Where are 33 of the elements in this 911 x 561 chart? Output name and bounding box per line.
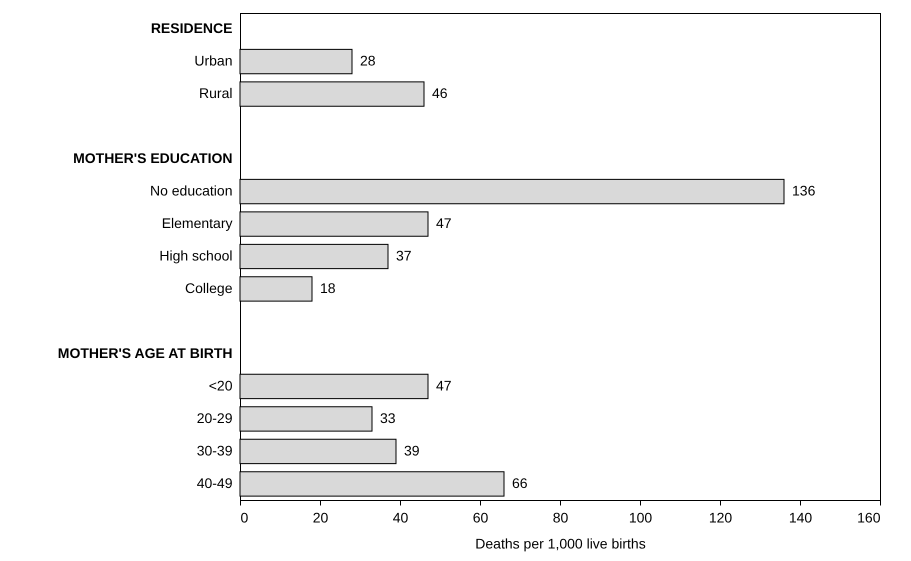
y-tick-label: MOTHER'S AGE AT BIRTH	[58, 344, 232, 361]
y-tick-label: Elementary	[162, 215, 232, 232]
data-label: 66	[512, 474, 528, 491]
y-tick-label: <20	[208, 377, 233, 394]
x-tick-label: 160	[857, 510, 881, 526]
data-label: 18	[320, 280, 336, 296]
x-tick-label: 120	[708, 510, 732, 526]
x-tick-label: 60	[472, 510, 488, 526]
x-tick-label: 80	[552, 510, 568, 526]
y-tick-label: No education	[150, 182, 232, 199]
y-tick-label: Urban	[194, 52, 232, 69]
data-label: 39	[404, 442, 420, 458]
y-tick-label: High school	[159, 248, 232, 264]
data-label: 28	[360, 52, 376, 69]
x-tick-label: 40	[392, 510, 408, 526]
y-tick-label: 20-29	[196, 410, 233, 426]
y-tick-label: 40-49	[196, 474, 233, 491]
x-axis-title: Deaths per 1,000 live births	[475, 536, 646, 552]
y-tick-label: MOTHER'S EDUCATION	[73, 150, 232, 166]
y-tick-label: Rural	[199, 85, 232, 102]
x-tick-label: 100	[628, 510, 652, 526]
y-tick-label: RESIDENCE	[150, 20, 232, 36]
y-tick-label: College	[185, 280, 233, 296]
data-label: 37	[396, 248, 412, 264]
data-label: 46	[432, 85, 448, 102]
data-label: 136	[792, 182, 816, 199]
x-tick-label: 140	[788, 510, 812, 526]
x-tick-label: 20	[312, 510, 328, 526]
y-tick-label: 30-39	[196, 442, 233, 458]
data-label: 33	[380, 410, 396, 426]
x-tick-label: 0	[240, 510, 248, 526]
data-label: 47	[436, 377, 452, 394]
data-label: 47	[436, 215, 452, 232]
